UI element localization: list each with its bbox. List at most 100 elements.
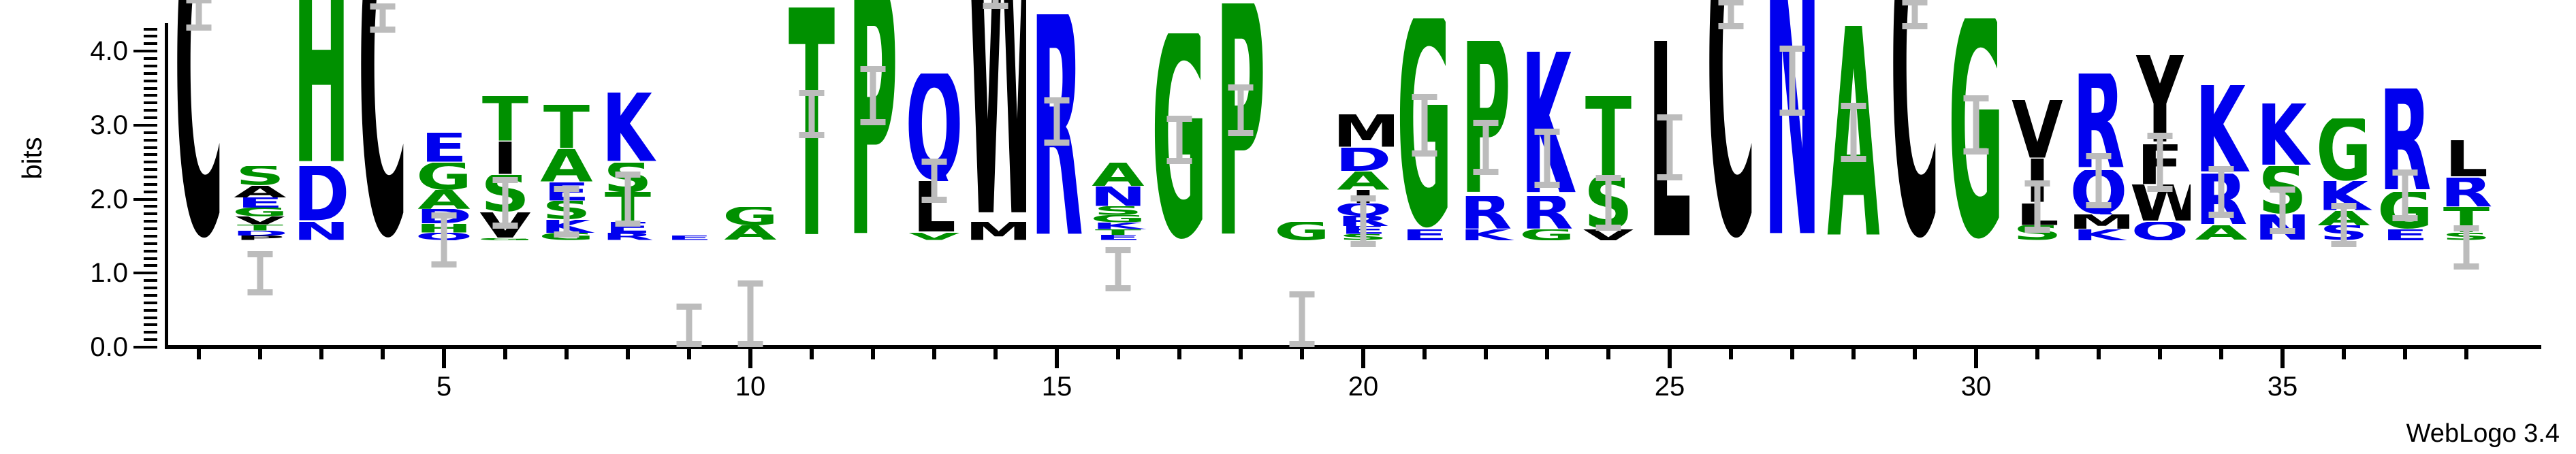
y-axis-minor-tick [144,27,157,31]
x-axis-minor-tick [381,349,385,359]
error-bar-cap-bottom [2331,241,2357,248]
logo-letter: P [229,236,291,240]
y-axis-tick-label: 2.0 [90,184,128,214]
error-bar-cap-top [2147,132,2173,139]
y-axis-minor-tick [144,205,157,208]
logo-letter-glyph: E [1094,235,1142,240]
logo-letter: G [229,208,291,216]
error-bar-cap-bottom [247,289,273,295]
logo-letter-glyph: M [965,221,1026,240]
y-axis-minor-tick [144,264,157,267]
y-axis-tick-label: 0.0 [90,332,128,362]
error-bar-cap-bottom [1044,139,1070,146]
logo-letter: A [1087,163,1149,187]
logo-stacks: CSAEGVTDPHDNCEGADHQTISVGTAESKGKSTEREGATP… [168,0,2545,347]
error-bar-cap-top [921,158,947,165]
y-axis-major-tick [133,123,157,127]
y-axis-minor-tick [144,168,157,172]
logo-letter-glyph: G [1090,215,1147,223]
error-bar-cap-top [431,212,457,218]
logo-letter: E [1087,235,1149,240]
error-bar-cap-bottom [2208,211,2234,218]
y-axis-major-tick [133,346,157,348]
error-bar-cap-top [1412,93,1437,100]
x-axis-minor-tick [1606,349,1610,359]
logo-letter: G [475,238,536,240]
x-axis-major-tick [1055,349,1059,368]
logo-letter-glyph: Y [2135,55,2185,144]
error-bar [195,0,202,31]
y-axis-tick-label: 1.0 [90,258,128,289]
error-bar-cap-top [1105,247,1131,254]
logo-letter-glyph: T [481,96,529,142]
y-axis-minor-tick [144,190,157,193]
error-bar-cap-top [1166,116,1192,123]
x-axis-major-tick [2280,349,2285,368]
y-axis-minor-tick [144,86,157,90]
logo-stack: TSV [1578,96,1639,240]
logo-letter-glyph: K [2072,229,2125,240]
error-bar-cap-bottom [2453,263,2479,270]
logo-letter: T [1087,229,1149,236]
error-bar [1973,95,1979,155]
error-bar-cap-top [1473,119,1499,126]
logo-letter-glyph: T [236,225,284,231]
logo-letter-glyph: A [1092,162,1145,187]
logo-letter-glyph: N [293,221,350,240]
logo-letter-glyph: K [2195,84,2248,174]
error-bar-cap-top [2024,180,2050,187]
logo-letter: A [413,190,475,209]
logo-letter: V [229,216,291,225]
logo-letter: K [2252,103,2313,166]
error-bar [1850,103,1857,163]
error-bar-cap-bottom [2147,185,2173,192]
error-bar [2340,203,2347,248]
x-axis-minor-tick [810,349,814,359]
y-axis-minor-tick [144,109,157,112]
x-axis-major-tick [1668,349,1672,368]
error-bar [870,65,876,125]
x-axis-minor-tick [1422,349,1427,359]
x-axis-tick-label: 20 [1348,372,1379,402]
x-axis-tick-label: 25 [1654,372,1685,402]
y-axis-minor-tick [144,79,157,82]
logo-letter-glyph: K [2256,103,2309,167]
y-axis-major-tick [133,272,157,275]
error-bar-cap-top [2270,186,2295,193]
error-bar-cap-bottom [1902,22,1928,29]
logo-letter-glyph: D [1335,148,1392,172]
error-bar-cap-bottom [370,27,396,33]
logo-letter-glyph: W [965,0,1026,222]
error-bar-cap-top [1044,97,1070,104]
logo-letter: C [168,0,229,240]
logo-letter-glyph: R [601,233,654,240]
logo-letter: V [1578,229,1639,240]
error-bar [686,304,693,347]
error-bar [2402,169,2408,222]
error-bar [1421,93,1428,157]
logo-letter-glyph: I [492,142,518,176]
error-bar-cap-top [2392,169,2418,176]
logo-stack: WM [965,0,1026,240]
x-axis-line [165,345,2541,349]
logo-letter-glyph: D [232,230,289,236]
error-bar [2463,225,2470,270]
logo-letter: N [1087,187,1149,206]
error-bar [1482,119,1489,176]
logo-letter: A [229,186,291,197]
logo-letter-glyph: T [1094,229,1142,236]
error-bar-cap-bottom [492,223,518,229]
error-bar [1911,0,1918,29]
logo-letter-glyph: G [232,208,289,217]
error-bar [1728,0,1734,29]
logo-letter: R [2436,178,2497,207]
x-axis-minor-tick [1913,349,1917,359]
logo-letter: K [2068,229,2129,240]
logo-letter: D [1333,148,1394,172]
y-axis-tick-label: 4.0 [90,36,128,67]
logo-letter: D [291,166,352,222]
logo-letter: Y [2129,55,2191,144]
error-bar-cap-bottom [2024,226,2050,233]
y-axis-minor-tick [144,116,157,120]
error-bar-cap-bottom [1534,182,1560,189]
